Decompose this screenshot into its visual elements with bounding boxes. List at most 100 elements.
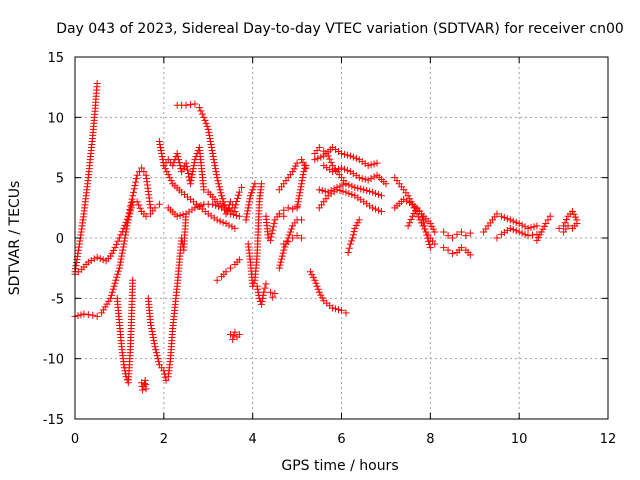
data-point — [369, 204, 377, 212]
data-point — [533, 222, 541, 230]
data-point — [293, 159, 301, 167]
data-point-dense — [358, 174, 366, 182]
x-axis-label: GPS time / hours — [281, 458, 398, 474]
series-arc-40 — [555, 220, 581, 236]
data-point — [275, 210, 283, 218]
data-point-dense — [425, 237, 433, 245]
data-point-dense — [278, 252, 286, 260]
data-point-dense — [163, 168, 171, 176]
data-point-dense — [101, 303, 109, 311]
data-point — [300, 168, 308, 176]
y-axis-label: SDTVAR / TECUs — [7, 181, 23, 296]
data-point — [295, 192, 303, 200]
data-point — [422, 228, 430, 236]
data-point-dense — [99, 256, 107, 264]
data-point-dense — [127, 207, 135, 215]
data-point-dense — [420, 222, 428, 230]
data-point-dense — [188, 174, 196, 182]
series-arc-27 — [315, 180, 385, 200]
data-point — [311, 156, 319, 164]
data-point — [373, 159, 381, 167]
data-point-dense — [215, 180, 223, 188]
data-point — [129, 192, 137, 200]
data-point-dense — [326, 155, 334, 163]
data-point — [93, 80, 101, 88]
series-arc-15 — [253, 280, 270, 308]
data-point-dense — [420, 219, 428, 227]
data-point — [242, 216, 250, 224]
data-point — [246, 192, 254, 200]
data-point-dense — [246, 195, 254, 203]
data-point-dense — [118, 252, 126, 260]
data-point-dense — [156, 140, 164, 148]
data-point-dense — [112, 240, 120, 248]
data-point-dense — [107, 291, 115, 299]
data-point — [342, 188, 350, 196]
data-point — [444, 246, 452, 254]
data-point-dense — [215, 203, 223, 211]
series-arc-14 — [244, 180, 266, 290]
data-point-dense — [372, 205, 380, 213]
data-point-dense — [209, 153, 217, 161]
data-point-dense — [216, 186, 224, 194]
series-arc-4 — [113, 276, 137, 387]
series-arc-36 — [480, 210, 541, 236]
data-point — [93, 312, 101, 320]
data-point — [111, 244, 119, 252]
data-point-dense — [301, 165, 309, 173]
data-point — [182, 101, 190, 109]
data-point-dense — [518, 229, 526, 237]
data-point-dense — [232, 211, 240, 219]
data-point — [218, 192, 226, 200]
series-arc-29 — [315, 186, 385, 215]
data-point-dense — [281, 243, 289, 251]
data-point-dense — [336, 187, 344, 195]
data-point-dense — [213, 171, 221, 179]
data-point — [213, 216, 221, 224]
data-point — [404, 192, 412, 200]
data-point-dense — [500, 213, 508, 221]
data-point — [280, 206, 288, 214]
data-point — [426, 244, 434, 252]
data-point-dense — [187, 177, 195, 185]
data-point — [440, 228, 448, 236]
data-point-dense — [512, 218, 520, 226]
data-point-dense — [113, 273, 121, 281]
data-point — [515, 228, 523, 236]
data-point — [260, 288, 268, 296]
data-point — [155, 200, 163, 208]
data-point — [269, 293, 277, 301]
data-point-dense — [278, 255, 286, 263]
data-point — [377, 207, 385, 215]
data-point — [497, 212, 505, 220]
data-point-dense — [528, 231, 536, 239]
data-point-dense — [155, 358, 163, 366]
data-point — [235, 256, 243, 264]
data-point-dense — [210, 156, 218, 164]
data-point — [329, 304, 337, 312]
data-point-dense — [254, 285, 262, 293]
x-tick-label: 4 — [249, 432, 257, 447]
data-point-dense — [147, 321, 155, 329]
data-point — [244, 204, 252, 212]
data-point — [213, 276, 221, 284]
data-point-dense — [205, 131, 213, 139]
data-point-dense — [96, 255, 104, 263]
data-point — [275, 264, 283, 272]
data-point-dense — [122, 231, 130, 239]
data-point-dense — [314, 285, 322, 293]
data-point — [222, 220, 230, 228]
data-point-dense — [321, 187, 329, 195]
data-point — [107, 294, 115, 302]
data-point-dense — [424, 234, 432, 242]
data-point — [98, 309, 106, 317]
data-point-dense — [124, 219, 132, 227]
data-point-dense — [503, 215, 511, 223]
data-point — [231, 204, 239, 212]
data-point-dense — [208, 144, 216, 151]
data-point — [515, 220, 523, 228]
data-point-dense — [87, 257, 95, 265]
data-point-dense — [407, 215, 415, 223]
data-point-dense — [267, 233, 275, 241]
series-arc-32 — [391, 195, 439, 236]
